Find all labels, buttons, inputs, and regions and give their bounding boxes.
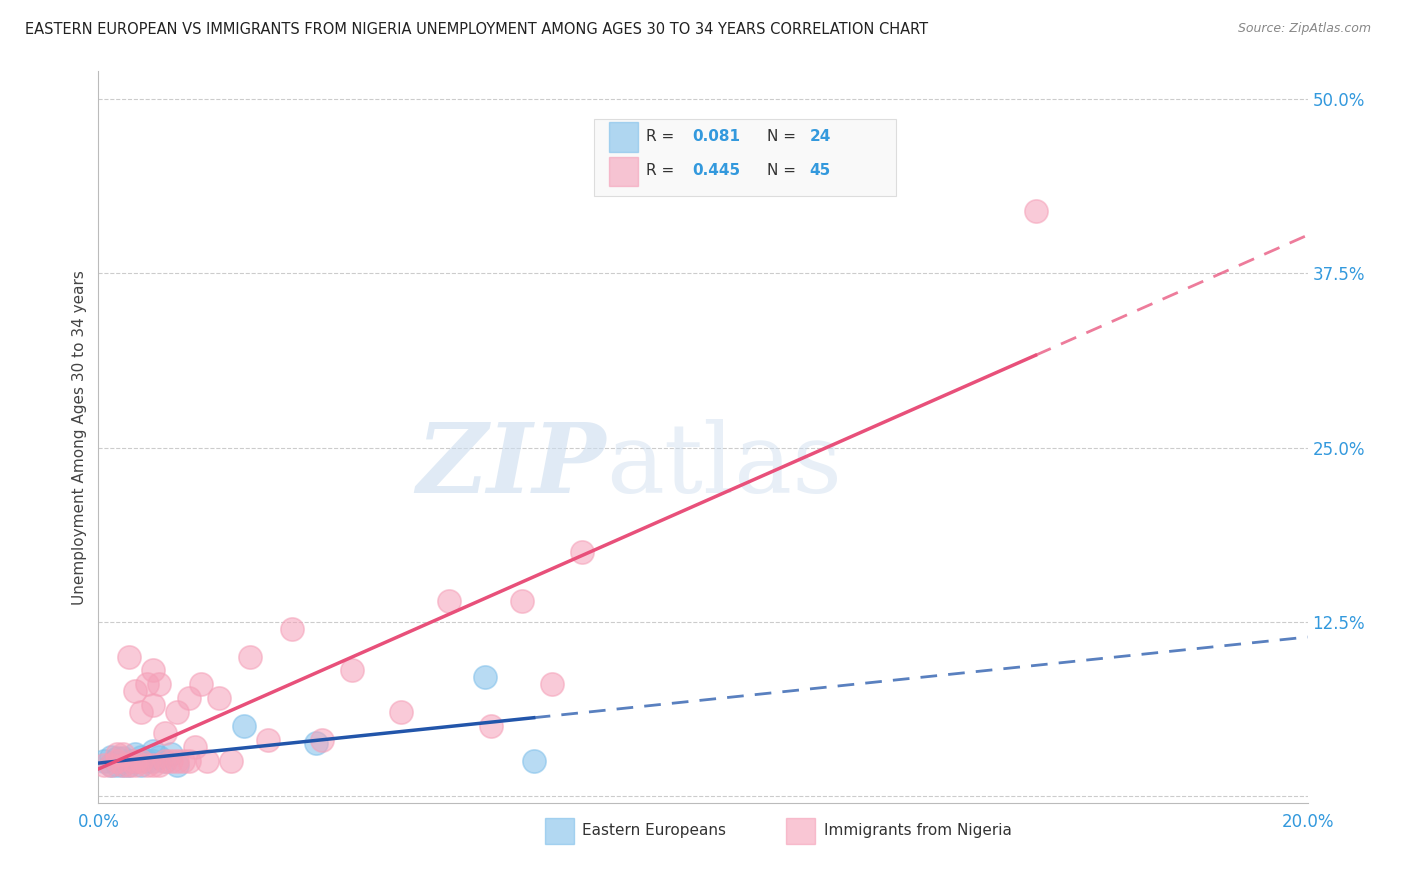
Point (523, 754, 546, 768)
Point (135, 758, 157, 772)
Point (232, 719, 254, 733)
Point (179, 691, 201, 706)
Point (481, 719, 503, 733)
FancyBboxPatch shape (595, 119, 897, 195)
Point (474, 670, 496, 684)
Point (118, 754, 141, 768)
Point (179, 754, 201, 768)
Text: ZIP: ZIP (416, 419, 606, 513)
Point (142, 698, 165, 713)
Point (129, 754, 152, 768)
Point (124, 754, 146, 768)
Point (153, 726, 176, 740)
Point (142, 744, 165, 758)
Text: 24: 24 (810, 128, 831, 144)
Point (129, 705, 152, 719)
Point (208, 691, 231, 706)
Point (129, 758, 152, 772)
Point (100, 758, 122, 772)
Point (148, 758, 170, 772)
Text: Source: ZipAtlas.com: Source: ZipAtlas.com (1237, 22, 1371, 36)
FancyBboxPatch shape (609, 157, 638, 186)
Point (124, 684, 146, 698)
Point (172, 754, 194, 768)
Point (142, 758, 165, 772)
Text: atlas: atlas (606, 419, 842, 513)
Text: R =: R = (647, 128, 679, 144)
Point (148, 749, 170, 764)
Text: 0.445: 0.445 (692, 163, 740, 178)
Point (153, 754, 176, 768)
Y-axis label: Unemployment Among Ages 30 to 34 years: Unemployment Among Ages 30 to 34 years (72, 269, 87, 605)
Point (510, 594, 533, 608)
Point (124, 747, 146, 761)
Point (111, 747, 134, 761)
Point (111, 758, 134, 772)
FancyBboxPatch shape (609, 122, 638, 152)
Point (166, 758, 188, 772)
Point (166, 754, 188, 768)
Point (160, 754, 183, 768)
Point (342, 664, 364, 678)
Point (166, 705, 188, 719)
Point (256, 733, 278, 747)
Point (389, 705, 412, 719)
Point (105, 751, 128, 765)
Point (142, 664, 165, 678)
Text: EASTERN EUROPEAN VS IMMIGRANTS FROM NIGERIA UNEMPLOYMENT AMONG AGES 30 TO 34 YEA: EASTERN EUROPEAN VS IMMIGRANTS FROM NIGE… (25, 22, 928, 37)
FancyBboxPatch shape (544, 818, 574, 844)
Point (540, 677, 562, 691)
FancyBboxPatch shape (786, 818, 815, 844)
Point (281, 622, 304, 636)
Point (571, 545, 593, 559)
Text: Immigrants from Nigeria: Immigrants from Nigeria (824, 823, 1012, 838)
Point (93, 754, 115, 768)
Point (195, 754, 218, 768)
Point (135, 677, 157, 691)
Point (135, 754, 157, 768)
Point (124, 758, 146, 772)
Point (105, 754, 128, 768)
Point (100, 758, 122, 772)
Point (221, 754, 243, 768)
Point (190, 677, 212, 691)
Point (105, 758, 128, 772)
Text: N =: N = (768, 163, 801, 178)
Text: 45: 45 (810, 163, 831, 178)
Text: Eastern Europeans: Eastern Europeans (582, 823, 725, 838)
Point (124, 754, 146, 768)
Point (160, 747, 183, 761)
Point (184, 740, 207, 755)
Point (93, 758, 115, 772)
Point (105, 747, 128, 761)
Point (437, 594, 460, 608)
Point (118, 758, 141, 772)
Point (311, 733, 333, 747)
Point (1024, 203, 1046, 218)
Point (305, 736, 328, 750)
Point (111, 751, 134, 765)
Point (118, 649, 141, 664)
Point (111, 758, 134, 772)
Point (239, 649, 262, 664)
Text: R =: R = (647, 163, 679, 178)
Point (129, 749, 152, 764)
Point (100, 749, 122, 764)
Point (148, 677, 170, 691)
Text: N =: N = (768, 128, 801, 144)
Point (142, 754, 165, 768)
Point (118, 758, 141, 772)
Text: 0.081: 0.081 (692, 128, 740, 144)
Point (153, 754, 176, 768)
